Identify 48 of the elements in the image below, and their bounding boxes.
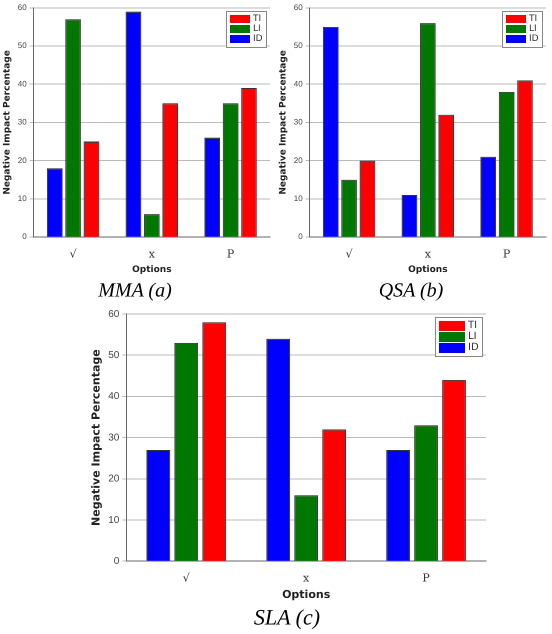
y-axis-title: Negative Impact Percentage bbox=[2, 50, 13, 195]
y-tick-label: 30 bbox=[294, 118, 304, 127]
text: QSA (b) bbox=[378, 279, 444, 302]
y-tick-label: 10 bbox=[294, 194, 304, 204]
y-tick-label: 50 bbox=[18, 41, 28, 50]
y-tick-label: 50 bbox=[108, 350, 120, 361]
legend-label: ID bbox=[253, 34, 263, 44]
x-axis-title: Options bbox=[408, 264, 448, 275]
legend-label: TI bbox=[253, 14, 262, 24]
x-axis-title: Options bbox=[132, 264, 172, 275]
y-tick-label: 30 bbox=[18, 118, 28, 127]
text: MMA (a) bbox=[97, 279, 172, 302]
y-tick-label: 30 bbox=[108, 432, 120, 444]
legend-label: ID bbox=[468, 342, 479, 353]
y-tick-label: 10 bbox=[18, 194, 28, 204]
legend-label: LI bbox=[529, 24, 537, 34]
y-tick-label: 0 bbox=[22, 232, 28, 242]
x-tick-label: √ bbox=[182, 572, 191, 585]
y-axis-title: Negative Impact Percentage bbox=[278, 50, 289, 195]
y-tick-label: 60 bbox=[294, 3, 304, 12]
legend-label: LI bbox=[253, 24, 261, 34]
y-tick-label: 40 bbox=[18, 79, 28, 88]
legend-label: LI bbox=[468, 331, 477, 342]
y-tick-label: 40 bbox=[108, 391, 120, 402]
x-tick-label: P bbox=[226, 247, 235, 260]
y-tick-label: 20 bbox=[294, 156, 304, 165]
x-tick-label: x bbox=[303, 572, 310, 585]
y-tick-label: 40 bbox=[294, 79, 304, 88]
legend-label: ID bbox=[529, 34, 539, 44]
y-tick-label: 20 bbox=[108, 474, 120, 485]
x-axis-title: Options bbox=[282, 588, 331, 601]
x-tick-label: P bbox=[422, 572, 430, 585]
text: SLA (c) bbox=[254, 604, 320, 630]
y-tick-label: 60 bbox=[108, 308, 120, 320]
y-tick-label: 0 bbox=[298, 232, 304, 242]
x-tick-label: x bbox=[148, 247, 156, 260]
y-tick-label: 60 bbox=[18, 3, 28, 12]
x-tick-label: x bbox=[424, 247, 432, 260]
y-tick-label: 50 bbox=[294, 41, 304, 50]
x-tick-label: √ bbox=[70, 247, 78, 260]
y-axis-title: Negative Impact Percentage bbox=[89, 349, 102, 526]
y-tick-label: 0 bbox=[114, 556, 120, 567]
x-tick-label: P bbox=[502, 247, 511, 260]
legend-label: TI bbox=[529, 14, 538, 24]
y-tick-label: 10 bbox=[108, 514, 120, 526]
x-tick-label: √ bbox=[346, 247, 354, 260]
legend-label: TI bbox=[468, 320, 478, 331]
y-tick-label: 20 bbox=[18, 156, 28, 165]
